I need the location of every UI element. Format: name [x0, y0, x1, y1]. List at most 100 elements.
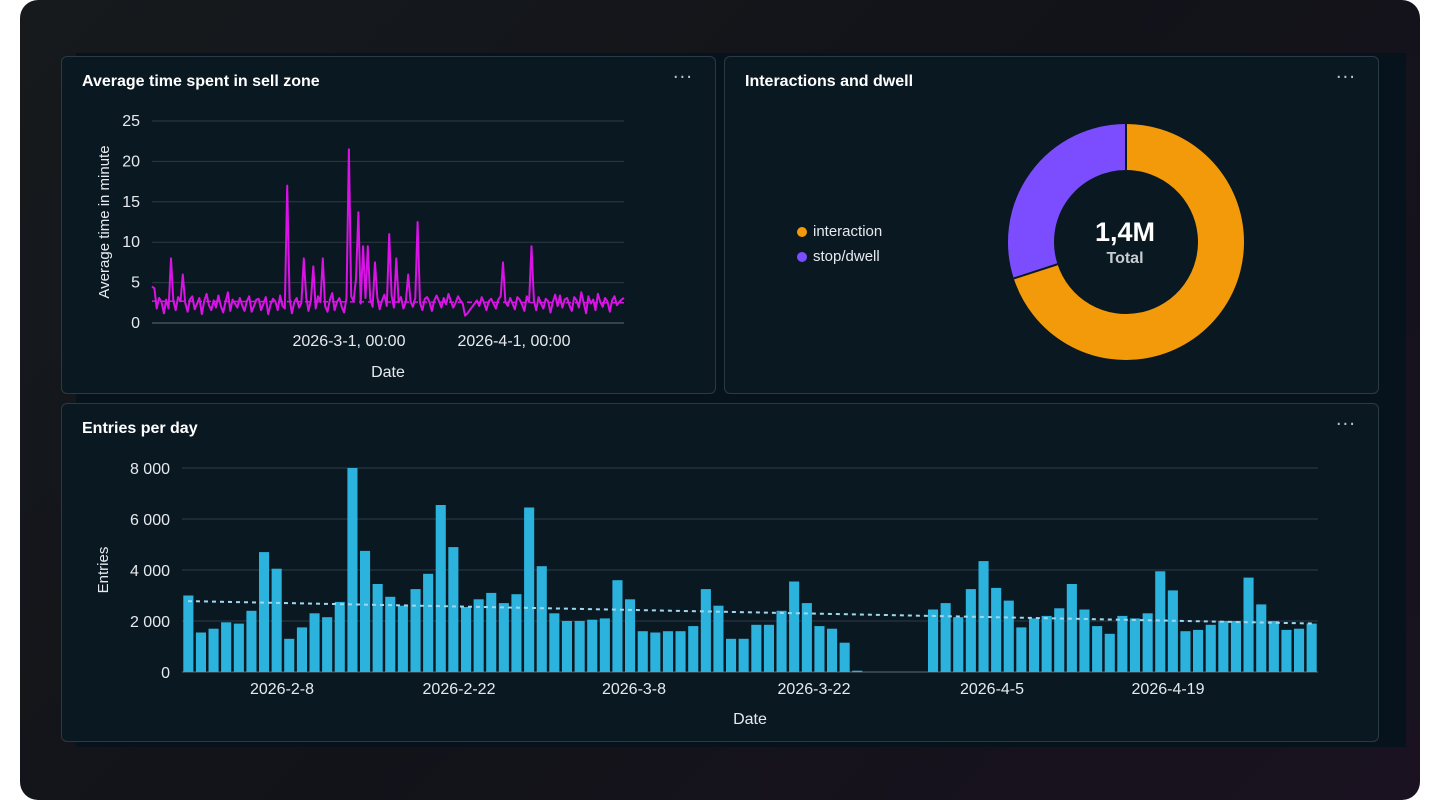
bar[interactable] — [233, 623, 244, 672]
bar[interactable] — [284, 638, 295, 672]
donut-slice-interaction[interactable] — [1013, 124, 1244, 360]
legend-item-stop-dwell[interactable]: stop/dwell — [797, 244, 882, 269]
bar[interactable] — [195, 632, 206, 673]
bar[interactable] — [486, 592, 497, 672]
bar[interactable] — [1155, 571, 1166, 672]
bar[interactable] — [953, 617, 964, 672]
bar[interactable] — [587, 619, 598, 672]
bar[interactable] — [852, 670, 863, 672]
bar[interactable] — [940, 603, 951, 672]
bar[interactable] — [524, 507, 535, 673]
bar[interactable] — [309, 613, 320, 672]
bar[interactable] — [271, 568, 282, 672]
bar[interactable] — [561, 621, 572, 672]
bar[interactable] — [1066, 584, 1077, 672]
bar[interactable] — [183, 595, 194, 673]
bar[interactable] — [1167, 590, 1178, 672]
bar[interactable] — [448, 547, 459, 672]
bar[interactable] — [385, 596, 396, 672]
bar[interactable] — [738, 638, 749, 672]
bar[interactable] — [221, 622, 232, 672]
bar[interactable] — [372, 584, 383, 672]
bar[interactable] — [625, 599, 636, 672]
bar[interactable] — [574, 621, 585, 672]
bar[interactable] — [549, 613, 560, 672]
bar[interactable] — [1129, 618, 1140, 672]
bar[interactable] — [965, 589, 976, 672]
bar[interactable] — [1193, 629, 1204, 672]
bar[interactable] — [322, 617, 333, 672]
bar[interactable] — [751, 624, 762, 672]
bar[interactable] — [763, 624, 774, 672]
bar[interactable] — [1054, 608, 1065, 673]
bar[interactable] — [334, 601, 345, 672]
bar[interactable] — [1306, 623, 1317, 672]
bar[interactable] — [1016, 627, 1027, 672]
bar[interactable] — [435, 505, 446, 672]
panel-menu-icon[interactable]: ··· — [1335, 67, 1356, 88]
bar[interactable] — [246, 610, 257, 672]
bar[interactable] — [1281, 629, 1292, 672]
bar[interactable] — [675, 631, 686, 672]
bar[interactable] — [1268, 621, 1279, 672]
bar[interactable] — [473, 599, 484, 672]
bar[interactable] — [599, 618, 610, 672]
bar[interactable] — [1029, 618, 1040, 672]
bar[interactable] — [347, 468, 358, 672]
x-tick-label: 2026-2-8 — [250, 681, 314, 698]
bar[interactable] — [1003, 600, 1014, 672]
bar[interactable] — [700, 589, 711, 672]
donut-slice-stop-dwell[interactable] — [1008, 124, 1127, 279]
bar[interactable] — [423, 573, 434, 672]
bar[interactable] — [801, 603, 812, 672]
bar[interactable] — [498, 603, 509, 672]
bar[interactable] — [650, 632, 661, 673]
bar[interactable] — [814, 626, 825, 672]
bar[interactable] — [1041, 615, 1052, 672]
panel-menu-icon[interactable]: ··· — [1335, 414, 1356, 435]
bar[interactable] — [928, 609, 939, 673]
bar[interactable] — [1205, 624, 1216, 672]
bar[interactable] — [1104, 633, 1115, 673]
y-tick-label: 4 000 — [130, 563, 170, 580]
y-tick-label: 25 — [122, 113, 140, 130]
bar[interactable] — [1180, 631, 1191, 672]
bar[interactable] — [789, 581, 800, 673]
bar[interactable] — [360, 550, 371, 672]
bar[interactable] — [1243, 577, 1254, 672]
legend-dot-icon — [797, 251, 807, 262]
bar[interactable] — [296, 627, 307, 672]
bar[interactable] — [1117, 615, 1128, 672]
bar[interactable] — [637, 631, 648, 672]
bar[interactable] — [1079, 609, 1090, 673]
bar[interactable] — [1294, 628, 1305, 672]
bar[interactable] — [827, 628, 838, 672]
x-tick-label: 2026-3-22 — [778, 681, 851, 698]
bar[interactable] — [991, 587, 1002, 672]
bar[interactable] — [1230, 621, 1241, 672]
bar[interactable] — [776, 610, 787, 672]
bar[interactable] — [688, 626, 699, 672]
bar[interactable] — [662, 631, 673, 672]
bar[interactable] — [461, 607, 472, 672]
panel-menu-icon[interactable]: ··· — [672, 67, 693, 88]
bar[interactable] — [1218, 621, 1229, 672]
bar[interactable] — [612, 580, 623, 672]
bar[interactable] — [410, 589, 421, 672]
donut-center: 1,4M Total — [1075, 217, 1175, 268]
bar[interactable] — [839, 642, 850, 672]
bar[interactable] — [208, 628, 219, 672]
legend-label: interaction — [813, 223, 883, 240]
bar[interactable] — [1256, 604, 1267, 672]
series-line — [151, 148, 625, 317]
bar[interactable] — [1142, 613, 1153, 672]
x-tick-label: 2026-3-8 — [602, 681, 666, 698]
bar[interactable] — [259, 552, 270, 672]
bar[interactable] — [511, 594, 522, 672]
legend-item-interaction[interactable]: interaction — [797, 219, 882, 244]
bar[interactable] — [397, 605, 408, 672]
bar[interactable] — [713, 605, 724, 672]
bar[interactable] — [1092, 626, 1103, 672]
bar[interactable] — [536, 566, 547, 672]
bar[interactable] — [726, 638, 737, 672]
